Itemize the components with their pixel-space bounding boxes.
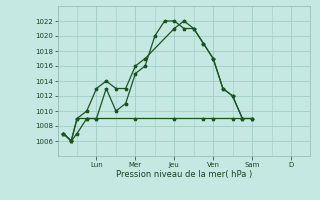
X-axis label: Pression niveau de la mer( hPa ): Pression niveau de la mer( hPa ) [116, 170, 252, 179]
